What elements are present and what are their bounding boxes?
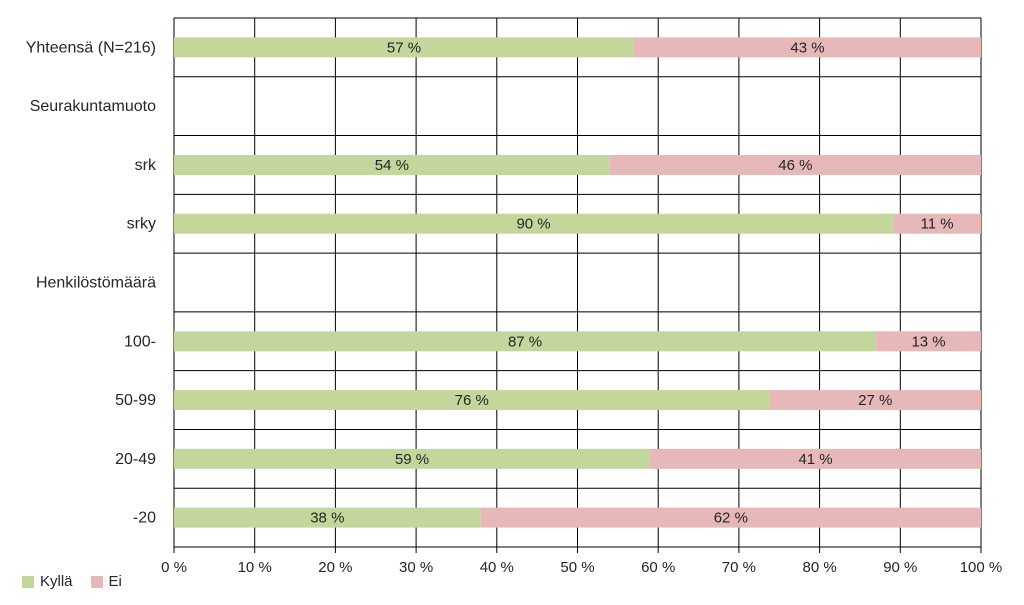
x-tick-label: 20 % [318, 559, 352, 576]
data-label: 38 % [310, 510, 344, 527]
x-tick-label: 50 % [560, 559, 594, 576]
legend: Kyllä Ei [22, 573, 140, 590]
category-label: srky [127, 216, 156, 233]
data-label: 27 % [858, 392, 892, 409]
data-label: 46 % [778, 157, 812, 174]
bar-segment-ei [876, 331, 981, 352]
x-tick-label: 90 % [883, 559, 917, 576]
data-label: 62 % [714, 510, 748, 527]
category-label: Henkilöstömäärä [36, 275, 156, 292]
legend-swatch-ei [90, 575, 103, 588]
bar-segment-kyll [174, 507, 481, 528]
bar-segment-ei [633, 37, 981, 58]
bar-segment-kyll [174, 213, 894, 234]
x-tick-label: 40 % [480, 559, 514, 576]
legend-item-kylla: Kyllä [22, 573, 73, 590]
x-tick-label: 80 % [802, 559, 836, 576]
category-label: 50-99 [115, 392, 156, 409]
bar-segment-ei [893, 213, 981, 234]
x-tick-label: 10 % [238, 559, 272, 576]
bar-segment-ei [609, 154, 981, 175]
data-label: 87 % [508, 333, 542, 350]
data-label: 13 % [911, 333, 945, 350]
x-tick-label: 60 % [641, 559, 675, 576]
data-label: 90 % [516, 216, 550, 233]
bar-segment-kyll [174, 154, 610, 175]
legend-label-ei: Ei [108, 573, 122, 590]
bar-segment-kyll [174, 390, 770, 411]
data-label: 57 % [387, 39, 421, 56]
category-label: -20 [133, 510, 156, 527]
grid-lines [173, 17, 982, 553]
bars: 57 % 43 % 54 % 46 % 90 % 11 % 87 % 13 % 76 % 27 %… [174, 37, 981, 528]
x-tick-label: 30 % [399, 559, 433, 576]
bar-segment-kyll [174, 331, 877, 352]
data-label: 41 % [798, 451, 832, 468]
data-label: 59 % [395, 451, 429, 468]
x-tick-label: 0 % [161, 559, 187, 576]
category-label: 100- [124, 333, 156, 350]
bar-segment-ei [769, 390, 981, 411]
legend-label-kylla: Kyllä [40, 573, 73, 590]
legend-item-ei: Ei [90, 573, 122, 590]
category-label: srk [135, 157, 157, 174]
category-label: Yhteensä (N=216) [26, 39, 156, 56]
data-label: 43 % [790, 39, 824, 56]
category-label: Seurakuntamuoto [30, 98, 156, 115]
data-label: 54 % [375, 157, 409, 174]
bar-segment-ei [650, 448, 981, 469]
category-labels: Yhteensä (N=216) Seurakuntamuoto srk srky He… [26, 39, 157, 526]
bar-segment-kyll [174, 37, 634, 58]
x-tick-label: 100 % [960, 559, 1003, 576]
bar-segment-ei [480, 507, 981, 528]
x-tick-labels: 0 % 10 % 20 % 30 % 40 % 50 % 60 % 70 % 80 % 90 % 1… [161, 559, 1002, 576]
category-label: 20-49 [115, 451, 156, 468]
data-label: 11 % [921, 216, 954, 233]
legend-swatch-kylla [22, 575, 34, 588]
x-tick-label: 70 % [722, 559, 756, 576]
data-label: 76 % [455, 392, 489, 409]
bar-segment-kyll [174, 448, 651, 469]
